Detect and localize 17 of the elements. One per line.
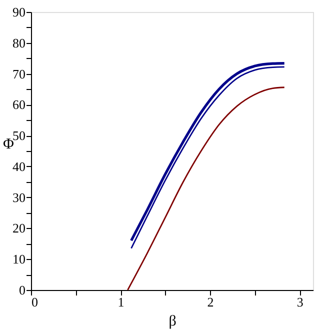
x-tick-label: 2 <box>207 294 214 310</box>
line-series <box>126 86 286 291</box>
y-tick-label: 60 <box>12 97 26 112</box>
y-tick-label: 50 <box>12 128 26 144</box>
y-tick-label: 30 <box>12 190 26 205</box>
y-tick-label: 20 <box>12 220 26 236</box>
y-tick-label: 40 <box>12 158 26 174</box>
y-tick-label: 10 <box>12 252 26 267</box>
y-axis-title: Φ <box>3 136 14 152</box>
x-tick-label: 3 <box>296 294 304 310</box>
x-tick-label: 0 <box>32 294 38 310</box>
y-tick-label: 70 <box>12 66 26 82</box>
y-tick-label: 0 <box>19 282 26 298</box>
y-tick-label: 80 <box>12 35 26 50</box>
x-tick-label: 1 <box>118 294 124 310</box>
x-axis-title: β <box>168 314 176 330</box>
y-tick-label: 90 <box>12 4 26 20</box>
